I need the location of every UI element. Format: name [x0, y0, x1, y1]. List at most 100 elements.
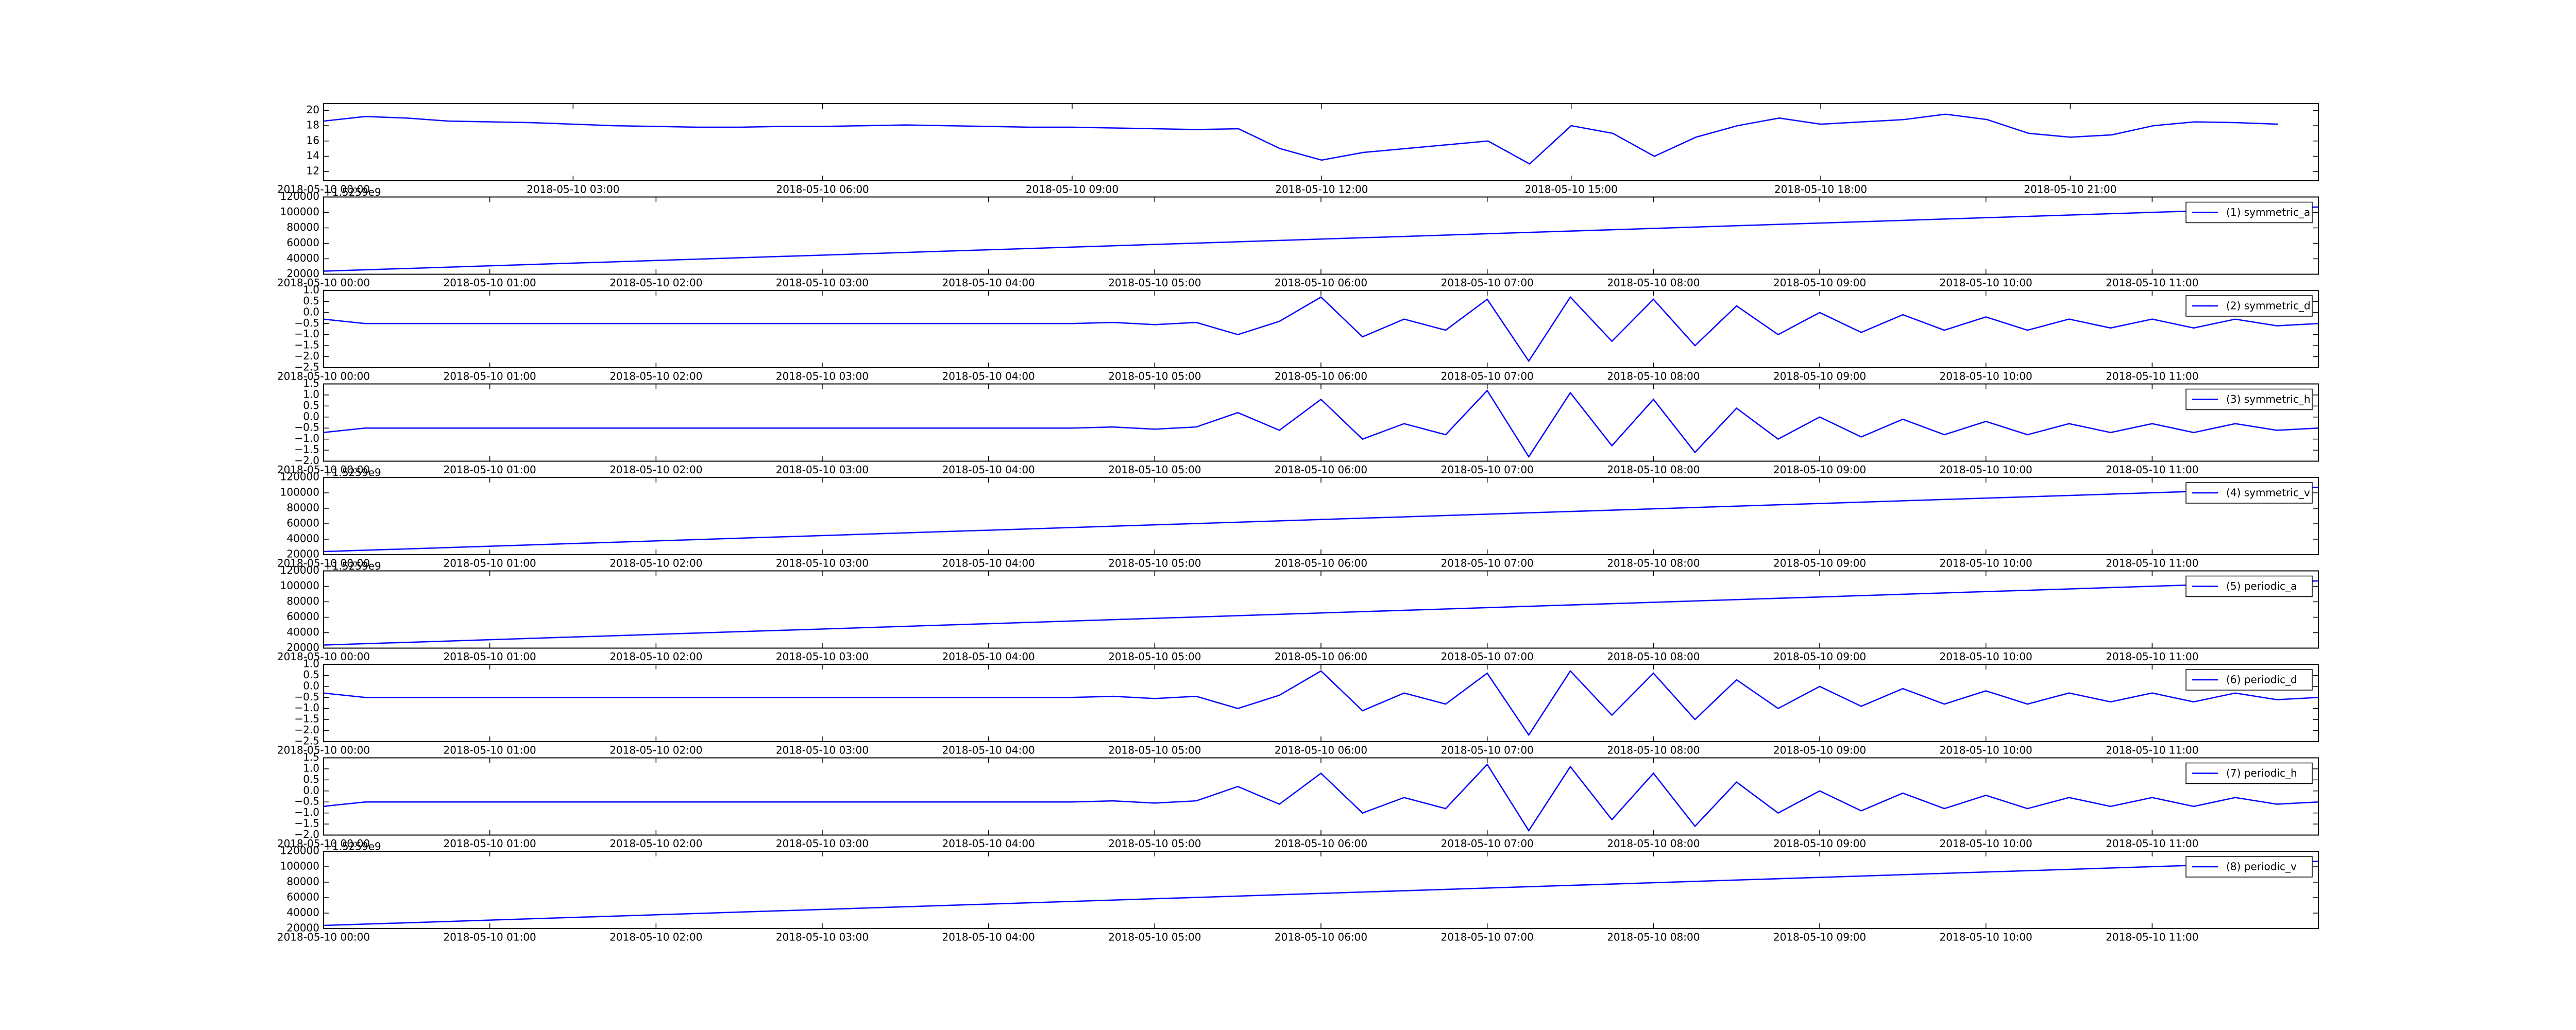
x-tick-label: 2018-05-10 00:00 — [277, 744, 370, 757]
y-tick-label: 0.0 — [303, 679, 319, 692]
x-tick-label: 2018-05-10 11:00 — [2106, 464, 2198, 476]
x-tick-label: 2018-05-10 10:00 — [1940, 744, 2032, 757]
y-tick-label: 80000 — [286, 502, 319, 514]
x-tick-label: 2018-05-10 03:00 — [776, 931, 869, 943]
x-tick-label: 2018-05-10 11:00 — [2106, 557, 2198, 570]
axes-frame — [323, 383, 2319, 462]
x-tick-label: 2018-05-10 05:00 — [1108, 464, 1201, 476]
y-tick-label: 0.5 — [303, 399, 319, 411]
y-tick-label: −0.5 — [294, 421, 319, 434]
x-tick-label: 2018-05-10 11:00 — [2106, 650, 2198, 663]
y-tick-label: 120000 — [280, 471, 319, 483]
y-tick-label: −1.0 — [294, 701, 319, 714]
x-tick-label: 2018-05-10 01:00 — [444, 464, 536, 476]
x-tick-label: 2018-05-10 06:00 — [776, 183, 869, 196]
x-tick-label: 2018-05-10 10:00 — [1940, 837, 2032, 850]
x-tick-label: 2018-05-10 01:00 — [444, 931, 536, 943]
x-tick-label: 2018-05-10 05:00 — [1108, 650, 1201, 663]
x-tick-label: 2018-05-10 09:00 — [1773, 837, 1866, 850]
x-tick-label: 2018-05-10 10:00 — [1940, 464, 2032, 476]
x-tick-label: 2018-05-10 08:00 — [1607, 837, 1700, 850]
x-tick-label: 2018-05-10 04:00 — [942, 277, 1035, 289]
axes-frame — [323, 196, 2319, 275]
y-tick-label: 100000 — [280, 205, 319, 218]
y-tick-label: 80000 — [286, 221, 319, 233]
y-tick-label: 0.5 — [303, 668, 319, 681]
x-tick-label: 2018-05-10 00:00 — [277, 650, 370, 663]
x-tick-label: 2018-05-10 10:00 — [1940, 650, 2032, 663]
x-tick-label: 2018-05-10 12:00 — [1275, 183, 1368, 196]
x-tick-label: 2018-05-10 02:00 — [609, 464, 702, 476]
x-tick-label: 2018-05-10 06:00 — [1275, 277, 1367, 289]
axes-frame — [323, 103, 2319, 181]
y-tick-label: −0.5 — [294, 691, 319, 703]
y-tick-label: 100000 — [280, 579, 319, 592]
x-tick-label: 2018-05-10 01:00 — [444, 277, 536, 289]
axes-frame — [323, 851, 2319, 929]
offset-text: +1.5259e9 — [324, 560, 381, 572]
x-tick-label: 2018-05-10 09:00 — [1773, 650, 1866, 663]
x-tick-label: 2018-05-10 03:00 — [776, 277, 869, 289]
y-tick-label: −0.5 — [294, 795, 319, 808]
y-tick-label: −2.5 — [294, 361, 319, 373]
y-tick-label: 1.0 — [303, 658, 319, 670]
x-tick-label: 2018-05-10 06:00 — [1275, 744, 1367, 757]
y-tick-label: −2.0 — [294, 724, 319, 736]
y-tick-label: −1.0 — [294, 806, 319, 818]
x-tick-label: 2018-05-10 00:00 — [277, 370, 370, 383]
x-tick-label: 2018-05-10 09:00 — [1773, 557, 1866, 570]
y-tick-label: −1.0 — [294, 432, 319, 444]
x-tick-label: 2018-05-10 00:00 — [277, 277, 370, 289]
data-line — [324, 580, 2318, 646]
y-tick-label: 40000 — [286, 626, 319, 638]
legend-label: (7) periodic_h — [2226, 767, 2297, 779]
y-tick-label: −2.0 — [294, 454, 319, 467]
y-tick-label: −1.5 — [294, 713, 319, 725]
legend-label: (2) symmetric_d — [2226, 300, 2311, 312]
y-tick-label: −0.5 — [294, 317, 319, 329]
legend-label: (3) symmetric_h — [2226, 393, 2311, 405]
y-tick-label: 0.5 — [303, 295, 319, 307]
x-tick-label: 2018-05-10 01:00 — [444, 837, 536, 850]
data-line — [324, 763, 2318, 832]
x-tick-label: 2018-05-10 10:00 — [1940, 931, 2032, 943]
y-tick-label: −2.0 — [294, 828, 319, 840]
x-tick-label: 2018-05-10 18:00 — [1774, 183, 1867, 196]
y-tick-label: 0.5 — [303, 773, 319, 785]
x-tick-label: 2018-05-10 03:00 — [776, 464, 869, 476]
plot-area — [324, 487, 2318, 553]
y-tick-label: 40000 — [286, 533, 319, 545]
data-line — [324, 389, 2318, 458]
plot-area — [324, 296, 2318, 363]
data-line — [324, 113, 2279, 165]
x-tick-label: 2018-05-10 08:00 — [1607, 370, 1700, 383]
legend-label: (4) symmetric_v — [2226, 487, 2310, 499]
x-tick-label: 2018-05-10 04:00 — [942, 744, 1035, 757]
legend-box — [2185, 669, 2313, 691]
x-tick-label: 2018-05-10 03:00 — [776, 837, 869, 850]
y-tick-label: 120000 — [280, 564, 319, 576]
x-tick-label: 2018-05-10 06:00 — [1275, 931, 1367, 943]
y-tick-label: 120000 — [280, 190, 319, 202]
x-tick-label: 2018-05-10 07:00 — [1441, 744, 1534, 757]
y-tick-label: 120000 — [280, 845, 319, 857]
x-tick-label: 2018-05-10 04:00 — [942, 650, 1035, 663]
y-tick-label: 20000 — [286, 267, 319, 280]
y-tick-label: 20000 — [286, 922, 319, 934]
y-tick-label: 14 — [307, 149, 319, 162]
x-tick-label: 2018-05-10 07:00 — [1441, 370, 1534, 383]
x-tick-label: 2018-05-10 09:00 — [1773, 277, 1866, 289]
x-tick-label: 2018-05-10 02:00 — [609, 370, 702, 383]
x-tick-label: 2018-05-10 11:00 — [2106, 744, 2198, 757]
offset-text: +1.5259e9 — [324, 840, 381, 853]
x-tick-label: 2018-05-10 05:00 — [1108, 277, 1201, 289]
y-tick-label: 1.5 — [303, 751, 319, 763]
y-tick-label: 80000 — [286, 876, 319, 888]
x-tick-label: 2018-05-10 02:00 — [609, 744, 702, 757]
y-tick-label: 1.0 — [303, 284, 319, 296]
x-tick-label: 2018-05-10 08:00 — [1607, 557, 1700, 570]
x-tick-label: 2018-05-10 08:00 — [1607, 744, 1700, 757]
y-tick-label: −1.5 — [294, 817, 319, 830]
